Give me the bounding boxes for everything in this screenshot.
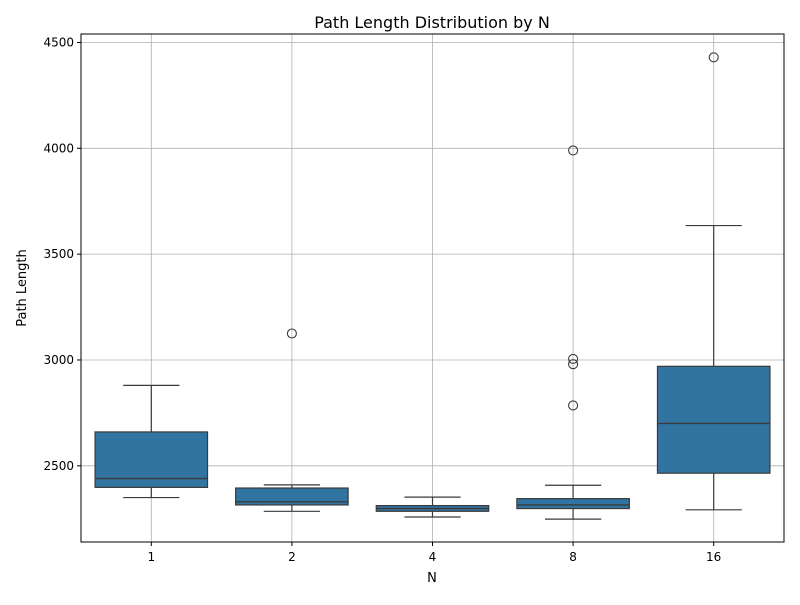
- y-axis-ticks: 2500 3000 3500 4000 4500: [43, 35, 81, 473]
- outlier-point: [286, 328, 297, 339]
- x-tick-label: 4: [429, 550, 437, 564]
- box-group-16: [656, 52, 771, 511]
- y-tick-label: 4000: [43, 141, 74, 155]
- box-group-8: [516, 145, 630, 520]
- y-tick-label: 3000: [43, 353, 74, 367]
- y-axis-label: Path Length: [15, 249, 30, 327]
- outlier-point: [568, 353, 579, 364]
- box-group-2: [235, 328, 349, 512]
- box-iqr: [235, 487, 349, 506]
- x-tick-label: 16: [706, 550, 721, 564]
- x-tick-label: 8: [569, 550, 577, 564]
- x-tick-label: 2: [288, 550, 296, 564]
- box-series: [94, 52, 771, 520]
- x-axis-label: N: [427, 571, 437, 586]
- outlier-point: [568, 359, 579, 370]
- box-group-1: [94, 384, 209, 499]
- y-tick-label: 4500: [43, 35, 74, 49]
- box-group-4: [375, 496, 490, 518]
- x-tick-label: 1: [147, 550, 155, 564]
- outlier-point: [568, 145, 579, 156]
- y-tick-label: 2500: [43, 459, 74, 473]
- outlier-point: [568, 400, 579, 411]
- box-iqr: [516, 498, 630, 510]
- outlier-point: [708, 52, 719, 63]
- y-tick-label: 3500: [43, 247, 74, 261]
- box-iqr: [656, 365, 771, 474]
- chart-title: Path Length Distribution by N: [314, 13, 550, 32]
- x-axis-ticks: 1 2 4 8 16: [147, 542, 721, 564]
